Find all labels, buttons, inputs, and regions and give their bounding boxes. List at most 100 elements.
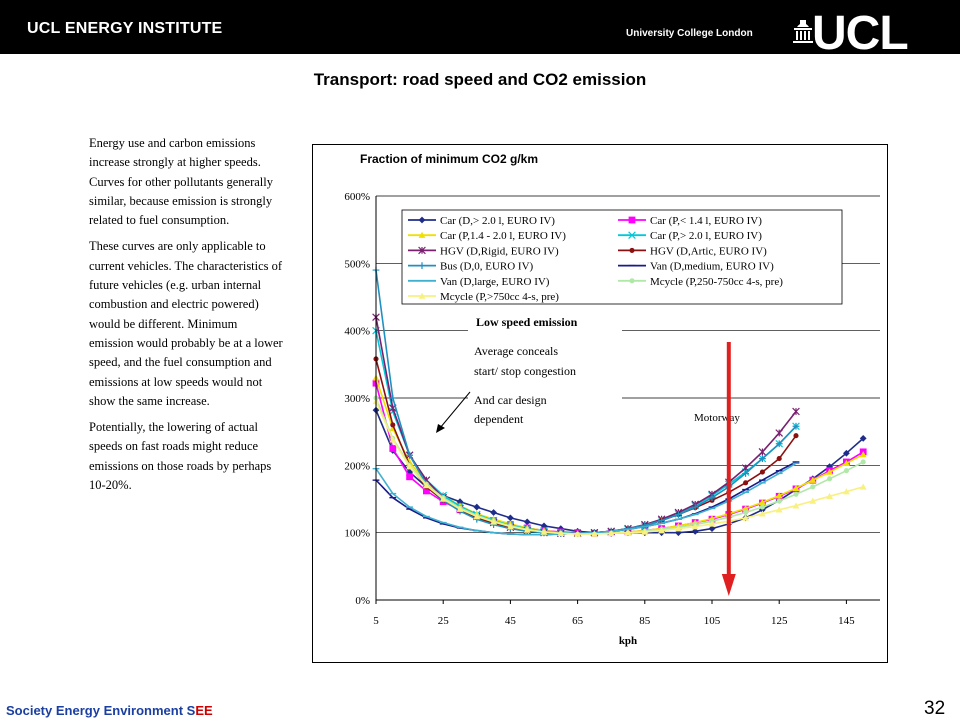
data-point [456,498,464,506]
data-point [776,498,782,504]
data-point [809,497,817,504]
data-point [557,529,565,537]
data-point [641,528,649,535]
legend-entry: Car (P,< 1.4 l, EURO IV) [618,215,762,227]
data-point [759,510,766,517]
data-point [759,498,766,506]
co2-speed-chart: Fraction of minimum CO2 g/km 0% 100% 200% 3… [312,144,888,663]
data-point [775,440,783,448]
data-point [775,506,783,513]
data-point [793,433,799,439]
annotation-text: dependent [474,412,524,426]
data-point [389,436,397,443]
legend-box [401,209,843,305]
data-point [793,491,799,497]
data-point [406,463,413,470]
footer-tagline: Society Energy Environment SEE [6,703,213,718]
data-point [691,523,699,530]
data-point [743,509,749,516]
data-point [389,445,397,452]
data-point [418,246,426,255]
x-tick-label: 5 [373,615,379,627]
motorway-label: Motorway [694,412,740,424]
data-point [624,529,632,536]
legend-label: Car (D,> 2.0 l, EURO IV) [440,215,555,227]
data-point [742,505,749,512]
legend-entry: Mcycle (P,>750cc 4-s, pre) [408,291,559,303]
data-point [792,484,800,491]
data-point [775,429,784,437]
data-point [540,528,548,535]
ucl-logo-text: UCL [812,7,909,60]
y-tick-label: 400% [344,326,370,338]
paragraph-3: Potentially, the lowering of actual spee… [89,420,272,493]
series-group [372,397,867,537]
data-point [406,451,413,459]
data-point [792,422,800,430]
data-point [859,483,867,490]
slide-title: Transport: road speed and CO2 emission [313,70,647,89]
data-point [389,394,397,402]
data-point [859,435,867,442]
chart-title: Fraction of minimum CO2 g/km [360,152,538,166]
data-point [423,482,430,489]
data-point [826,468,833,475]
annotation-pointer-head [436,424,445,433]
data-point [708,525,716,533]
data-point [540,522,548,530]
y-tick-label: 200% [344,460,370,472]
y-tick-label: 100% [344,528,370,540]
data-point [792,502,800,509]
data-point [423,487,430,495]
data-point [810,484,816,490]
data-point [809,476,817,483]
footer-acronym-s: S [186,703,196,718]
data-point [439,495,447,502]
footer-energy: Energy [55,703,100,718]
data-point [574,530,581,537]
data-point [418,231,426,238]
x-tick-label: 25 [438,615,450,627]
legend-entry: HGV (D,Rigid, EURO IV) [408,245,559,257]
legend-entry: Van (D,medium, EURO IV) [618,261,774,273]
university-name: University College London [626,28,753,39]
data-point [775,492,783,499]
data-point [418,262,426,269]
data-point [507,514,514,522]
legend-label: Car (P,< 1.4 l, EURO IV) [650,215,762,227]
legend-label: HGV (D,Artic, EURO IV) [650,245,767,257]
data-point [629,278,635,284]
legend-entry: Bus (D,0, EURO IV) [408,261,534,273]
footer-acronym-ee: EE [195,703,213,718]
motorway-label-bg [684,409,756,425]
legend-label: Van (D,large, EURO IV) [440,276,550,288]
data-point [742,514,749,521]
x-tick-label: 105 [704,615,721,627]
data-point [708,520,716,527]
x-axis-label: kph [619,635,637,647]
annotation-box [468,310,622,432]
data-point [675,511,682,518]
data-point [743,480,749,486]
legend-entry: HGV (D,Artic, EURO IV) [618,245,767,257]
data-point [843,459,850,467]
data-point [490,518,497,525]
annotation-pointer [439,391,471,429]
data-point [859,451,867,458]
portico-icon [793,20,813,43]
legend-label: HGV (D,Rigid, EURO IV) [440,245,559,257]
data-point [759,469,765,475]
x-tick-label: 45 [505,615,517,627]
data-point [456,505,464,512]
annotation-text: Average conceals [474,344,558,358]
data-point [826,492,833,500]
legend-label: Van (D,medium, EURO IV) [650,261,774,273]
data-point [607,529,615,537]
data-point [792,407,800,416]
series-line [375,401,864,535]
data-point [641,521,649,529]
y-tick-label: 0% [355,595,370,607]
data-point [507,523,514,530]
data-point [843,488,850,495]
data-point [860,459,866,465]
